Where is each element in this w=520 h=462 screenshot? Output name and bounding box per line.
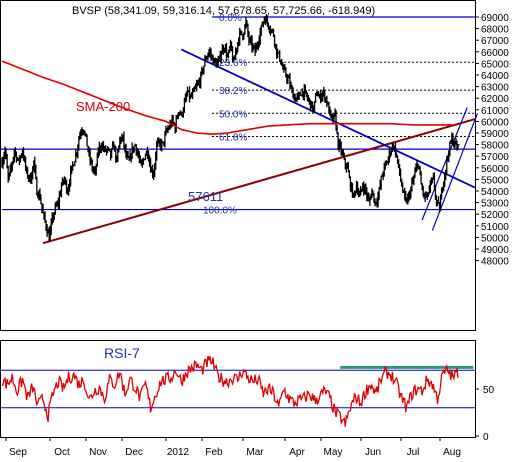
sma-200-label: SMA-200 — [76, 99, 130, 114]
channel-line-upper — [421, 107, 468, 221]
y-tick-label: 54000 — [481, 187, 509, 198]
y-tick-label: 68000 — [481, 25, 509, 36]
y-tick-label: 60000 — [481, 117, 509, 128]
fib-label: 23.6% — [219, 58, 247, 69]
y-tick-label: 62000 — [481, 94, 509, 105]
rsi-series-label: RSI-7 — [104, 345, 140, 361]
fib-label: 50.0% — [219, 109, 247, 120]
y-tick-label: 67000 — [481, 36, 509, 47]
y-tick-label: 69000 — [481, 13, 509, 24]
y-tick-label: 65000 — [481, 59, 509, 70]
x-tick-label: Nov — [89, 447, 107, 458]
y-tick-label: 55000 — [481, 175, 509, 186]
x-tick-label: Feb — [205, 447, 223, 458]
y-tick-label: 63000 — [481, 83, 509, 94]
chart-title: BVSP (58,341.09, 59,316.14, 57,678.65, 5… — [72, 5, 375, 17]
x-tick-label: Aug — [443, 447, 461, 458]
x-tick-label: Dec — [125, 447, 143, 458]
x-tick-label: Mar — [246, 447, 264, 458]
x-tick-label: Sep — [9, 447, 27, 458]
x-tick-label: Jun — [365, 447, 381, 458]
uptrend-line — [42, 118, 476, 245]
y-tick-label: 48000 — [481, 257, 509, 268]
y-tick-label: 61000 — [481, 106, 509, 117]
fib-label: 100.0% — [203, 206, 237, 217]
x-tick-label: May — [324, 447, 343, 458]
y-tick-label: 66000 — [481, 48, 509, 59]
downtrend-line — [180, 48, 476, 189]
sma-200-line — [1, 60, 457, 135]
y-tick-label: 51000 — [481, 222, 509, 233]
rsi-panel-frame — [0, 340, 476, 438]
y-tick-label: 49000 — [481, 245, 509, 256]
y-tick-label: 59000 — [481, 129, 509, 140]
y-tick-label: 64000 — [481, 71, 509, 82]
price-panel-frame — [0, 0, 476, 331]
rsi-tick-label: 0 — [483, 432, 489, 443]
rsi-line — [1, 356, 459, 427]
x-tick-label: 2012 — [167, 447, 190, 458]
y-tick-label: 56000 — [481, 164, 509, 175]
x-tick-label: Jul — [407, 447, 420, 458]
rsi-tick-label: 50 — [483, 385, 495, 396]
fib-label: 38.2% — [219, 86, 247, 97]
fib-label: 0.0% — [219, 13, 242, 24]
y-tick-label: 52000 — [481, 210, 509, 221]
fib-label: 61.8% — [219, 132, 247, 143]
x-tick-label: Apr — [289, 447, 305, 458]
y-tick-label: 57000 — [481, 152, 509, 163]
y-tick-label: 53000 — [481, 199, 509, 210]
y-tick-label: 50000 — [481, 233, 509, 244]
x-tick-label: Oct — [54, 447, 70, 458]
y-tick-label: 58000 — [481, 141, 509, 152]
support-value-label: 57611 — [188, 189, 223, 204]
